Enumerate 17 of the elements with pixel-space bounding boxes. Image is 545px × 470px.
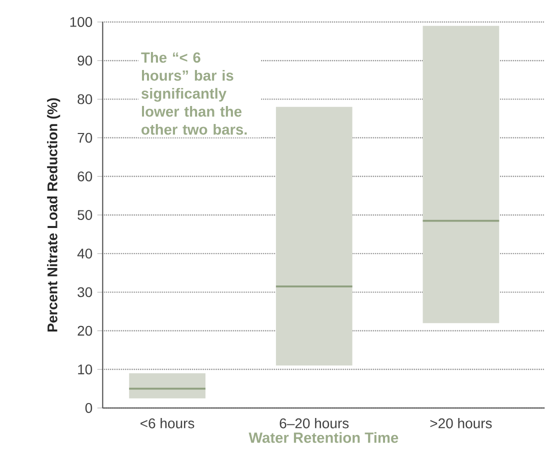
y-tick-label: 80 — [78, 94, 92, 104]
y-tick-label: 0 — [85, 403, 92, 413]
y-tick-label: 70 — [78, 132, 92, 143]
y-tick-label: 90 — [78, 56, 92, 66]
annotation: The “< 6 hours” bar is significantly lower than the other two bars. — [141, 52, 247, 135]
x-axis-title: Water Retention Time — [248, 432, 398, 443]
y-tick-label: 100 — [70, 17, 92, 27]
y-tick-label: 30 — [78, 287, 92, 298]
y-tick-label: 20 — [78, 326, 92, 336]
x-tick-label: <6 hours — [140, 418, 194, 428]
x-tick-label: >20 hours — [430, 418, 492, 428]
x-tick-label: 6–20 hours — [280, 418, 349, 428]
y-tick-label: 40 — [77, 248, 92, 259]
y-tick-label: 60 — [78, 171, 92, 182]
y-tick-label: 10 — [78, 364, 92, 374]
y-axis-title: Percent Nitrate Load Reduction (%) — [47, 98, 60, 332]
y-tick-label: 50 — [78, 210, 92, 220]
